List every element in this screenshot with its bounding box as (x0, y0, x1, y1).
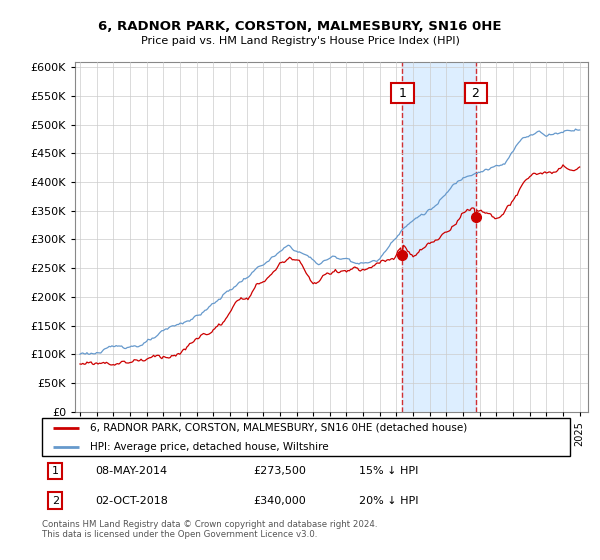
Bar (403, 62, 476, 412)
Text: £340,000: £340,000 (253, 496, 306, 506)
Bar (580, 62, 588, 412)
Text: 6, RADNOR PARK, CORSTON, MALMESBURY, SN16 0HE: 6, RADNOR PARK, CORSTON, MALMESBURY, SN1… (98, 20, 502, 32)
Text: Price paid vs. HM Land Registry's House Price Index (HPI): Price paid vs. HM Land Registry's House … (140, 36, 460, 46)
Text: 08-MAY-2014: 08-MAY-2014 (95, 466, 167, 476)
Text: 15% ↓ HPI: 15% ↓ HPI (359, 466, 418, 476)
Text: 1: 1 (395, 87, 410, 100)
Text: 2: 2 (52, 496, 59, 506)
Text: 20% ↓ HPI: 20% ↓ HPI (359, 496, 418, 506)
Text: 6, RADNOR PARK, CORSTON, MALMESBURY, SN16 0HE (detached house): 6, RADNOR PARK, CORSTON, MALMESBURY, SN1… (89, 423, 467, 433)
Text: £273,500: £273,500 (253, 466, 306, 476)
FancyBboxPatch shape (42, 418, 570, 456)
Text: HPI: Average price, detached house, Wiltshire: HPI: Average price, detached house, Wilt… (89, 442, 328, 452)
Text: 1: 1 (52, 466, 59, 476)
Text: 02-OCT-2018: 02-OCT-2018 (95, 496, 167, 506)
Text: Contains HM Land Registry data © Crown copyright and database right 2024.
This d: Contains HM Land Registry data © Crown c… (42, 520, 377, 539)
Text: 2: 2 (467, 87, 484, 100)
